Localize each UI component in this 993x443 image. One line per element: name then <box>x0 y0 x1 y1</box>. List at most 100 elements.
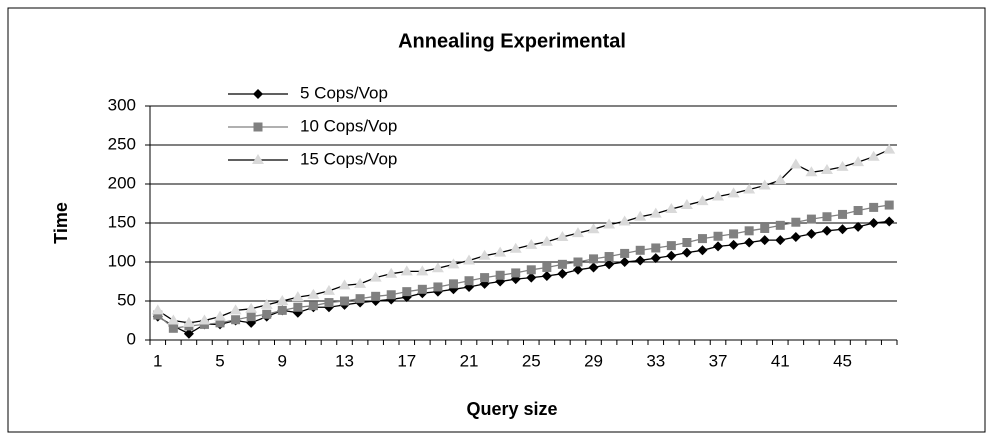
point <box>153 310 163 320</box>
point <box>307 288 320 299</box>
point <box>775 220 785 230</box>
point <box>853 221 864 232</box>
point <box>837 224 848 235</box>
point <box>635 255 646 266</box>
y-tick-label: 250 <box>108 134 136 153</box>
point <box>744 226 754 236</box>
point <box>791 217 801 227</box>
point <box>214 310 227 321</box>
point <box>869 202 879 212</box>
point <box>649 207 662 218</box>
point <box>666 250 677 261</box>
point <box>276 295 289 305</box>
point <box>447 258 460 269</box>
point <box>774 174 787 185</box>
point <box>557 259 567 269</box>
point <box>324 298 334 308</box>
point <box>480 273 490 283</box>
point <box>789 158 802 169</box>
point <box>245 302 258 313</box>
point <box>713 241 724 252</box>
y-tick-label: 100 <box>108 251 136 270</box>
point <box>588 262 599 273</box>
x-tick-label: 21 <box>460 351 479 370</box>
point <box>231 315 241 325</box>
x-tick-label: 13 <box>335 351 354 370</box>
point <box>651 243 661 253</box>
x-tick-label: 25 <box>522 351 541 370</box>
point <box>759 235 770 246</box>
point <box>680 199 693 210</box>
point <box>340 296 350 306</box>
point <box>665 202 678 213</box>
point <box>511 268 521 278</box>
point <box>386 290 396 300</box>
point <box>182 316 195 327</box>
point <box>868 218 879 228</box>
point <box>260 298 273 309</box>
point <box>697 234 707 244</box>
point <box>168 323 178 333</box>
point <box>431 262 444 273</box>
point <box>557 268 568 279</box>
y-axis-title: Time <box>51 202 71 244</box>
point <box>760 223 770 233</box>
point <box>712 190 725 201</box>
point <box>541 271 552 282</box>
point <box>525 238 538 249</box>
point <box>682 238 692 247</box>
point <box>853 206 863 216</box>
x-tick-label: 45 <box>833 351 852 370</box>
point <box>713 231 723 241</box>
point <box>758 179 771 190</box>
point <box>371 291 381 301</box>
point <box>666 241 676 251</box>
point <box>852 156 865 167</box>
point <box>183 328 194 339</box>
point <box>369 271 382 282</box>
point <box>775 235 786 246</box>
y-tick-label: 300 <box>108 95 136 114</box>
y-tick-label: 50 <box>117 290 136 309</box>
point <box>604 259 615 270</box>
legend-label: 10 Cops/Vop <box>300 116 397 135</box>
point <box>293 302 303 312</box>
point <box>838 209 848 219</box>
point <box>540 235 553 246</box>
point <box>883 143 896 154</box>
point <box>355 294 365 304</box>
point <box>464 276 474 286</box>
point <box>681 247 692 258</box>
point <box>308 301 318 311</box>
point <box>526 272 537 283</box>
y-tick-label: 150 <box>108 212 136 231</box>
point <box>836 160 849 171</box>
point <box>696 195 709 206</box>
point <box>433 282 443 292</box>
point <box>743 183 756 194</box>
point <box>246 312 256 322</box>
point <box>478 249 491 260</box>
point <box>229 304 242 315</box>
x-tick-label: 9 <box>278 351 287 370</box>
point <box>416 265 429 276</box>
point <box>463 254 476 265</box>
point <box>322 284 335 295</box>
point <box>494 246 507 257</box>
point <box>291 291 304 302</box>
point <box>728 239 739 250</box>
point <box>604 252 614 262</box>
point <box>603 218 616 229</box>
chart-title: Annealing Experimental <box>398 30 626 52</box>
legend-label: 5 Cops/Vop <box>300 83 388 102</box>
point <box>619 257 630 267</box>
point <box>277 305 287 315</box>
point <box>822 212 832 222</box>
point <box>526 265 536 275</box>
point <box>790 232 801 243</box>
x-tick-label: 5 <box>215 351 224 370</box>
point <box>448 279 458 289</box>
point <box>385 267 398 278</box>
point <box>167 314 180 325</box>
